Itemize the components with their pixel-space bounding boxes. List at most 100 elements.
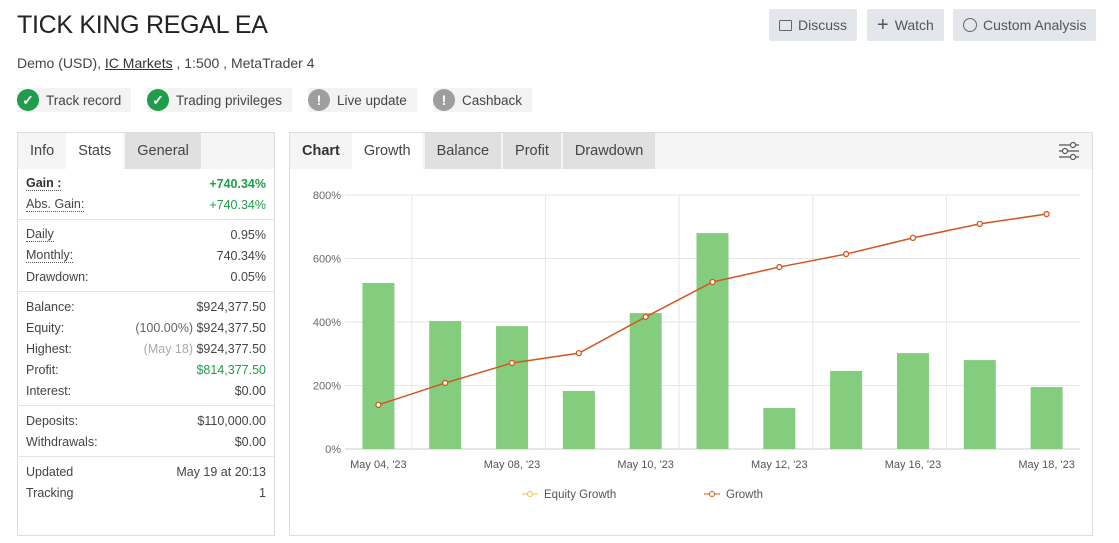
stat-label[interactable]: Daily [26,226,54,242]
badge-track-record[interactable]: ✓ Track record [17,88,132,112]
legend-equity-marker [527,491,533,497]
stat-label: Profit: [26,362,59,377]
exclamation-icon: ! [433,89,455,111]
bar [496,326,529,449]
stat-label: Drawdown: [26,269,89,284]
deposits-group: Deposits: $110,000.00 Withdrawals: $0.00 [18,405,274,456]
x-tick-label: May 04, '23 [350,459,407,471]
y-tick-label: 800% [313,190,341,202]
y-tick-label: 400% [313,317,341,329]
chart-panel: Chart Growth Balance Profit Drawdown 0% 2… [289,132,1093,536]
y-tick-label: 0% [325,444,341,456]
badge-label: Cashback [462,92,523,108]
badge-cashback[interactable]: ! Cashback [433,88,533,112]
tab-general[interactable]: General [125,133,201,169]
tab-growth[interactable]: Growth [351,133,423,169]
growth-point [442,379,449,387]
growth-point [1043,210,1050,218]
stat-note: (100.00%) [135,320,193,335]
stat-label: Highest: [26,341,72,356]
stat-value: 740.34% [216,248,266,263]
tab-profit[interactable]: Profit [503,133,561,169]
custom-analysis-button[interactable]: Custom Analysis [953,9,1097,41]
gain-group: Gain : +740.34% Abs. Gain: +740.34% [18,169,274,219]
discuss-button[interactable]: Discuss [769,9,858,41]
growth-chart: 0% 200% 400% 600% 800% May 04, '23 May 08, '23… [313,190,1080,501]
tab-balance[interactable]: Balance [424,133,502,169]
growth-point [776,263,783,271]
stat-value: $814,377.50 [196,362,266,377]
growth-point [642,313,649,321]
growth-point [709,278,716,286]
clock-icon [963,18,977,32]
bar [696,233,729,449]
stat-gain: Gain : +740.34% [18,173,274,194]
stat-label[interactable]: Gain : [26,175,62,191]
leverage-platform: , 1:500 , MetaTrader 4 [172,55,315,71]
legend-label: Equity Growth [544,489,616,501]
growth-point [909,234,917,242]
stat-label: Deposits: [26,413,79,428]
stat-withdrawals: Withdrawals: $0.00 [18,431,274,452]
badge-trading-privileges[interactable]: ✓ Trading privileges [147,88,293,112]
stat-value: +740.34% [209,176,266,191]
stat-deposits: Deposits: $110,000.00 [18,410,274,431]
bar [830,370,863,449]
tab-info[interactable]: Info [30,143,55,159]
stat-updated: Updated May 19 at 20:13 [18,461,274,482]
check-icon: ✓ [147,89,169,111]
y-tick-label: 200% [313,381,341,393]
stat-monthly: Monthly: 740.34% [18,245,274,266]
tab-stats[interactable]: Stats [66,133,124,169]
bar [1030,387,1063,449]
stat-value: $110,000.00 [197,413,266,428]
bar [763,408,796,449]
stats-panel: Info Stats General Gain : +740.34% Abs. G… [17,132,275,536]
stat-label: Tracking [26,485,74,500]
stat-label: Interest: [26,383,72,398]
stat-value: $924,377.50 [196,299,266,314]
bar [562,390,595,449]
balance-group: Balance: $924,377.50 Equity: (100.00%) $92… [18,291,274,405]
discuss-label: Discuss [798,17,848,33]
comment-icon [779,19,792,31]
bar [896,353,929,449]
stat-value: 0.05% [230,269,266,284]
stats-tabs: Info Stats General [18,133,274,169]
rate-group: Daily 0.95% Monthly: 740.34% Drawdown: 0.05… [18,219,274,291]
stat-value: May 19 at 20:13 [176,464,266,479]
tab-drawdown[interactable]: Drawdown [562,133,656,169]
broker-link[interactable]: IC Markets [104,55,173,71]
x-tick-label: May 08, '23 [484,459,541,471]
watch-button[interactable]: + Watch [867,9,944,41]
chart-settings-icon[interactable] [1058,133,1080,169]
badge-live-update[interactable]: ! Live update [308,88,417,112]
x-tick-label: May 12, '23 [751,459,808,471]
growth-point [976,220,983,228]
chart-tabs-title: Chart [302,143,340,159]
legend-label: Growth [726,489,763,501]
stat-highest: Highest: (May 18) $924,377.50 [18,338,274,359]
stat-note: (May 18) [143,341,193,356]
stat-label[interactable]: Abs. Gain: [26,196,85,212]
bar [963,360,996,449]
bar [629,313,662,449]
x-tick-label: May 18, '23 [1018,459,1075,471]
stat-tracking: Tracking 1 [18,482,274,503]
stat-interest: Interest: $0.00 [18,380,274,401]
x-tick-label: May 10, '23 [617,459,674,471]
growth-point [575,349,583,357]
account-info: Demo (USD), IC Markets , 1:500 , MetaTra… [17,55,314,71]
badge-label: Live update [337,92,407,108]
custom-analysis-label: Custom Analysis [983,17,1087,33]
account-type: Demo (USD), [17,55,102,71]
stat-label[interactable]: Monthly: [26,247,74,263]
stat-drawdown: Drawdown: 0.05% [18,266,274,287]
growth-point [375,401,382,409]
stat-value: 0.95% [230,227,266,242]
stat-value: +740.34% [209,197,266,212]
x-tick-label: May 16, '23 [885,459,942,471]
growth-point [842,250,850,258]
badge-label: Track record [46,92,122,108]
stat-abs-gain: Abs. Gain: +740.34% [18,194,274,215]
